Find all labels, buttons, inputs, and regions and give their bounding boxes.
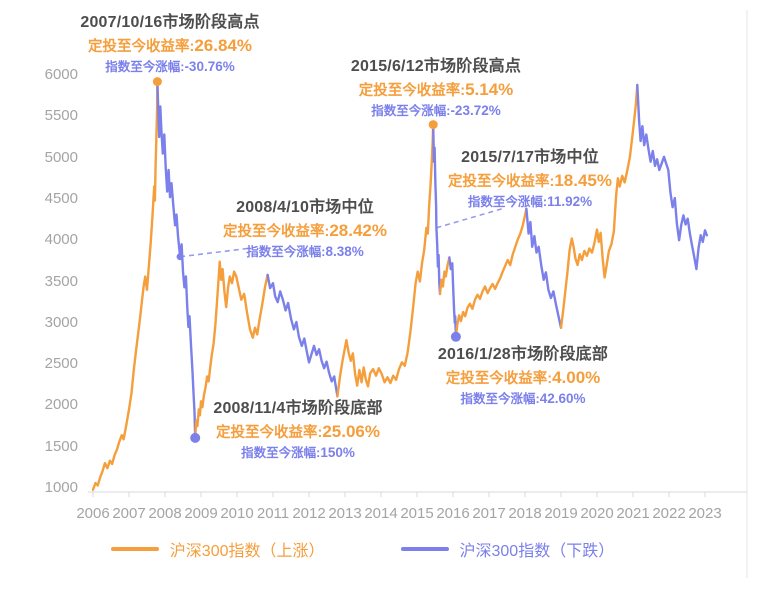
y-axis-tick-label: 1000 bbox=[44, 479, 78, 496]
price-line-segment-down bbox=[525, 207, 563, 329]
x-axis-tick-label: 2020 bbox=[580, 505, 614, 522]
idx-label: 指数至今涨幅: bbox=[460, 391, 540, 406]
annotation-2007-10-16-high: 2007/10/16市场阶段高点 定投至今收益率:26.84% 指数至今涨幅:-… bbox=[52, 12, 288, 76]
y-axis-tick-label: 4000 bbox=[44, 231, 78, 248]
roi-value: 5.14% bbox=[465, 80, 514, 100]
annotation-index-change: 指数至今涨幅:11.92% bbox=[412, 193, 648, 212]
roi-value: 18.45% bbox=[554, 171, 612, 191]
legend-label-falling: 沪深300指数（下跌） bbox=[459, 543, 615, 560]
y-axis-tick-label: 5500 bbox=[44, 107, 78, 124]
idx-value: 150% bbox=[320, 444, 355, 460]
annotation-title: 2008/11/4市场阶段底部 bbox=[213, 400, 383, 417]
x-axis-tick-label: 2019 bbox=[544, 505, 578, 522]
annotation-roi: 定投至今收益率:4.00% bbox=[405, 366, 641, 389]
annotation-title: 2015/6/12市场阶段高点 bbox=[350, 58, 522, 75]
annotation-2015-7-17-mid: 2015/7/17市场中位 定投至今收益率:18.45% 指数至今涨幅:11.9… bbox=[412, 147, 648, 211]
annotation-index-change: 指数至今涨幅:8.38% bbox=[187, 243, 423, 262]
x-axis-tick-label: 2017 bbox=[472, 505, 506, 522]
idx-label: 指数至今涨幅: bbox=[467, 194, 548, 209]
annotation-roi: 定投至今收益率:25.06% bbox=[180, 420, 416, 443]
marker-dot-2016-1-28 bbox=[450, 331, 461, 342]
y-axis-tick-label: 2000 bbox=[44, 396, 78, 413]
annotation-2016-1-28-bottom: 2016/1/28市场阶段底部 定投至今收益率:4.00% 指数至今涨幅:42.… bbox=[405, 344, 641, 408]
roi-label: 定投至今收益率: bbox=[448, 174, 555, 191]
idx-label: 指数至今涨幅: bbox=[105, 59, 185, 74]
x-axis-tick-label: 2015 bbox=[400, 505, 434, 522]
idx-value: 42.60% bbox=[539, 390, 586, 406]
x-axis-tick-label: 2013 bbox=[328, 505, 362, 522]
legend-item-rising[interactable]: 沪深300指数（上涨） bbox=[110, 537, 325, 561]
price-line-segment-down bbox=[266, 273, 339, 398]
roi-label: 定投至今收益率: bbox=[216, 425, 323, 442]
x-axis-tick-label: 2018 bbox=[508, 505, 542, 522]
roi-label: 定投至今收益率: bbox=[88, 39, 195, 56]
legend-item-falling[interactable]: 沪深300指数（下跌） bbox=[400, 537, 615, 561]
roi-value: 4.00% bbox=[552, 368, 601, 388]
price-line-segment-up bbox=[91, 80, 159, 491]
x-axis-tick-label: 2007 bbox=[112, 505, 146, 522]
idx-value: 8.38% bbox=[325, 243, 364, 259]
annotation-index-change: 指数至今涨幅:-30.76% bbox=[52, 58, 288, 77]
chart-legend: 沪深300指数（上涨） 沪深300指数（下跌） bbox=[0, 537, 745, 561]
x-axis-tick-label: 2010 bbox=[220, 505, 254, 522]
legend-line-orange-icon bbox=[110, 547, 159, 551]
x-axis-tick-label: 2012 bbox=[292, 505, 326, 522]
x-axis-tick-label: 2006 bbox=[76, 505, 110, 522]
legend-line-blue-icon bbox=[400, 547, 449, 551]
annotation-roi: 定投至今收益率:18.45% bbox=[412, 169, 648, 192]
annotation-title: 2015/7/17市场中位 bbox=[461, 149, 599, 166]
roi-value: 25.06% bbox=[322, 422, 380, 442]
annotation-2008-11-4-bottom: 2008/11/4市场阶段底部 定投至今收益率:25.06% 指数至今涨幅:15… bbox=[180, 398, 416, 462]
idx-value: -30.76% bbox=[184, 58, 235, 74]
annotation-index-change: 指数至今涨幅:150% bbox=[180, 444, 416, 463]
price-line-segment-up bbox=[438, 256, 451, 296]
annotation-title: 2008/4/10市场中位 bbox=[236, 199, 374, 216]
y-axis-tick-label: 4500 bbox=[44, 190, 78, 207]
x-axis-tick-label: 2023 bbox=[688, 505, 722, 522]
roi-value: 28.42% bbox=[329, 221, 387, 241]
x-axis-tick-label: 2021 bbox=[616, 505, 650, 522]
roi-label: 定投至今收益率: bbox=[445, 371, 553, 388]
marker-dot-2007-10-16 bbox=[152, 77, 162, 87]
x-axis-tick-label: 2022 bbox=[652, 505, 686, 522]
idx-label: 指数至今涨幅: bbox=[241, 445, 321, 460]
roi-value: 26.84% bbox=[194, 36, 252, 56]
annotation-index-change: 指数至今涨幅:42.60% bbox=[405, 390, 641, 409]
x-axis-tick-label: 2014 bbox=[364, 505, 398, 522]
y-axis-tick-label: 3000 bbox=[44, 314, 78, 331]
x-axis-tick-label: 2011 bbox=[256, 505, 290, 522]
marker-dot-2008-4-10 bbox=[176, 253, 184, 261]
y-axis-tick-label: 2500 bbox=[44, 355, 78, 372]
roi-label: 定投至今收益率: bbox=[358, 83, 466, 100]
x-axis-tick-label: 2008 bbox=[148, 505, 182, 522]
y-axis-tick-label: 6000 bbox=[44, 66, 78, 83]
annotation-2015-6-12-high: 2015/6/12市场阶段高点 定投至今收益率:5.14% 指数至今涨幅:-23… bbox=[318, 56, 554, 120]
annotation-roi: 定投至今收益率:5.14% bbox=[318, 78, 554, 101]
annotation-title: 2016/1/28市场阶段底部 bbox=[437, 346, 609, 363]
annotation-index-change: 指数至今涨幅:-23.72% bbox=[318, 102, 554, 121]
legend-label-rising: 沪深300指数（上涨） bbox=[169, 543, 325, 560]
y-axis-tick-label: 5000 bbox=[44, 149, 78, 166]
x-axis-tick-label: 2009 bbox=[184, 505, 218, 522]
idx-label: 指数至今涨幅: bbox=[371, 103, 451, 118]
annotation-2008-4-10-mid: 2008/4/10市场中位 定投至今收益率:28.42% 指数至今涨幅:8.38… bbox=[187, 197, 423, 261]
annotation-roi: 定投至今收益率:26.84% bbox=[52, 34, 288, 57]
annotation-title: 2007/10/16市场阶段高点 bbox=[80, 14, 260, 31]
price-line-segment-up bbox=[454, 207, 528, 338]
idx-value: -23.72% bbox=[450, 102, 501, 118]
annotation-roi: 定投至今收益率:28.42% bbox=[187, 219, 423, 242]
price-line-segment-down bbox=[448, 256, 458, 338]
idx-value: 11.92% bbox=[547, 193, 593, 209]
roi-label: 定投至今收益率: bbox=[223, 224, 330, 241]
marker-dot-2015-6-12 bbox=[428, 120, 438, 130]
idx-label: 指数至今涨幅: bbox=[246, 244, 326, 259]
y-axis-tick-label: 3500 bbox=[44, 273, 78, 290]
y-axis-tick-label: 1500 bbox=[44, 438, 78, 455]
x-axis-tick-label: 2016 bbox=[436, 505, 470, 522]
